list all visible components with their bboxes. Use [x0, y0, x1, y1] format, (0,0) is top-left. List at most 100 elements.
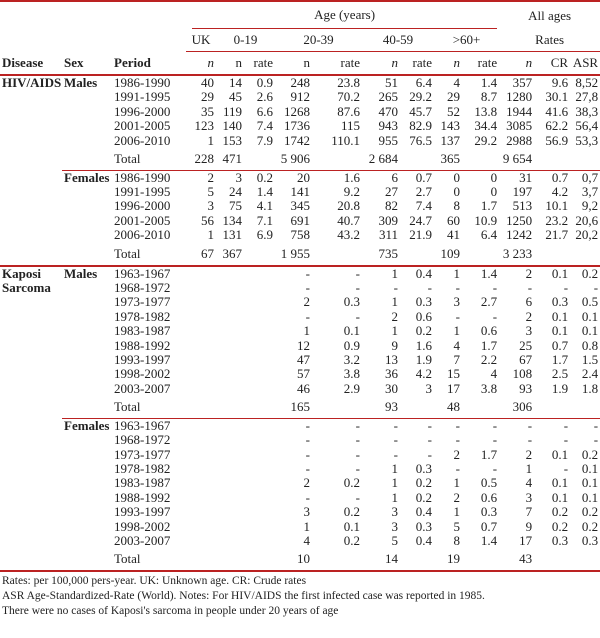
- value-cell: 1.9: [551, 380, 569, 396]
- value-cell: [244, 462, 275, 476]
- value-cell: 0.2: [256, 169, 274, 185]
- value-cell: 1: [391, 323, 399, 339]
- value-cell: 0: [490, 169, 498, 185]
- value-cell: 6: [391, 169, 399, 185]
- age-group-header: Age (years): [186, 1, 499, 29]
- value-cell: [186, 491, 216, 505]
- value-cell: 3: [303, 504, 311, 520]
- value-cell: 9: [525, 518, 533, 534]
- disease-cell: Kaposi Sarcoma: [2, 265, 51, 295]
- value-cell: 197: [512, 183, 533, 199]
- value-cell: 40.7: [337, 212, 361, 228]
- value-cell: -: [563, 460, 569, 476]
- total-row: Total 228 471 5 906 2 684 365 9 654: [0, 148, 600, 172]
- value-cell: 8,52: [575, 75, 599, 90]
- value-cell: 56,4: [575, 118, 599, 134]
- subcolumn-header: n: [499, 51, 535, 76]
- table-row: 1988-1992 - - 1 0.2 2 0.6 3 0.1 0.1: [0, 489, 600, 505]
- value-cell: 1: [453, 323, 461, 339]
- value-cell: [216, 310, 244, 324]
- value-cell: 6.9: [256, 227, 274, 243]
- value-cell: 0.1: [581, 323, 599, 339]
- total-row: Total 10 14 19 43: [0, 548, 600, 573]
- table-row: 1998-2002 57 3.8 36 4.2 15 4 108 2.5 2.4: [0, 366, 600, 382]
- value-cell: [186, 476, 216, 490]
- value-cell: 357: [512, 75, 533, 90]
- value-cell: -: [492, 432, 498, 448]
- total-value: [216, 548, 245, 573]
- value-cell: -: [563, 432, 569, 448]
- value-cell: 0.6: [415, 308, 433, 324]
- sex-header: Sex: [62, 51, 112, 76]
- footnote: Rates: per 100,000 pers-year. UK: Unknow…: [2, 575, 307, 588]
- value-cell: [186, 281, 216, 295]
- value-cell: [244, 324, 275, 338]
- value-cell: 24: [229, 183, 243, 199]
- value-cell: [186, 433, 216, 447]
- disease-header: Disease: [0, 51, 62, 76]
- value-cell: 1.5: [581, 352, 599, 367]
- value-cell: 21.9: [409, 227, 433, 243]
- total-label: Total: [112, 396, 187, 420]
- sex-cell: Females: [64, 169, 110, 185]
- value-cell: 131: [222, 227, 243, 243]
- value-cell: 2: [207, 169, 215, 185]
- value-cell: 3: [525, 489, 533, 505]
- value-cell: 0: [453, 169, 461, 185]
- value-cell: -: [427, 279, 433, 295]
- value-cell: -: [393, 446, 399, 462]
- value-cell: [186, 534, 216, 548]
- total-value: 1 955: [275, 242, 313, 267]
- disease-cell: [0, 433, 62, 447]
- value-cell: 27: [385, 183, 399, 199]
- value-cell: 20,2: [575, 227, 599, 243]
- period-cell: 1988-1992: [114, 337, 171, 353]
- table-row: 1983-1987 2 0.2 1 0.2 1 0.5 4 0.1 0.1: [0, 475, 600, 490]
- value-cell: 13.8: [474, 103, 498, 119]
- value-cell: 0.1: [551, 323, 569, 339]
- value-cell: -: [427, 446, 433, 462]
- value-cell: [186, 505, 216, 519]
- value-cell: 29.2: [474, 132, 498, 148]
- sex-cell: [62, 324, 112, 338]
- total-value: [244, 548, 276, 573]
- value-cell: 4.2: [551, 183, 569, 199]
- value-cell: 30: [385, 380, 399, 396]
- value-cell: 0.1: [581, 460, 599, 476]
- value-cell: 21.7: [545, 227, 569, 243]
- value-cell: 1: [453, 265, 461, 281]
- value-cell: 15: [447, 366, 461, 382]
- disease-cell: [0, 534, 62, 548]
- period-cell: 1963-1967: [114, 417, 171, 433]
- sex-cell: [62, 310, 112, 324]
- period-cell: 1993-1997: [114, 352, 171, 367]
- value-cell: 758: [290, 227, 311, 243]
- value-cell: 137: [440, 132, 461, 148]
- value-cell: 8: [453, 198, 461, 214]
- value-cell: 108: [512, 366, 533, 382]
- value-cell: 0.1: [343, 323, 361, 339]
- value-cell: 0.4: [415, 265, 433, 281]
- value-cell: -: [593, 432, 599, 448]
- value-cell: 53,3: [575, 132, 599, 148]
- sex-cell: [62, 448, 112, 462]
- value-cell: 7.4: [415, 198, 433, 214]
- value-cell: 2.2: [480, 352, 498, 367]
- value-cell: 0.3: [343, 294, 361, 310]
- value-cell: -: [492, 279, 498, 295]
- value-cell: 0.5: [581, 294, 599, 310]
- value-cell: [244, 382, 275, 396]
- value-cell: 1: [207, 227, 215, 243]
- total-value: [462, 396, 500, 420]
- value-cell: 4.1: [256, 198, 274, 214]
- table-row: 1993-1997 3 0.2 3 0.4 1 0.3 7 0.2 0.2: [0, 504, 600, 520]
- subcolumn-header: CR: [534, 51, 571, 76]
- value-cell: [216, 295, 244, 309]
- subcolumn-header: n: [216, 51, 245, 76]
- value-cell: 12: [297, 337, 311, 353]
- table-row: 1973-1977 - - - - 2 1.7 2 0.1 0.2: [0, 446, 600, 462]
- table-row: HIV/AIDS Males 1986-1990 40 14 0.9 248 23.8 51 6.…: [0, 75, 600, 90]
- total-value: 14: [362, 548, 401, 573]
- value-cell: 0.2: [581, 265, 599, 281]
- subcolumn-header: rate: [462, 51, 500, 76]
